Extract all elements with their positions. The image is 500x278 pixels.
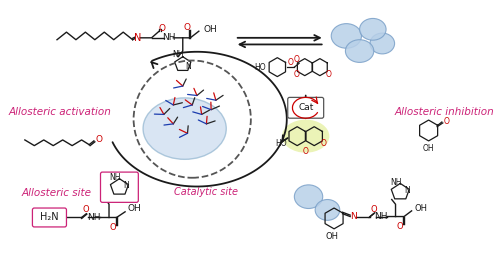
Text: N: N <box>134 33 141 43</box>
Text: N: N <box>350 212 358 221</box>
Text: N: N <box>404 185 410 195</box>
Text: HO: HO <box>254 63 266 72</box>
Text: HO: HO <box>275 139 287 148</box>
Text: O: O <box>96 135 103 143</box>
Ellipse shape <box>143 98 226 159</box>
Ellipse shape <box>315 200 340 220</box>
Ellipse shape <box>360 18 386 40</box>
Text: N: N <box>123 181 129 190</box>
Text: O: O <box>183 23 190 32</box>
Text: NH: NH <box>109 173 120 182</box>
Ellipse shape <box>282 120 330 153</box>
Text: Catalytic site: Catalytic site <box>174 187 238 197</box>
FancyBboxPatch shape <box>100 172 138 202</box>
Text: OH: OH <box>326 232 338 241</box>
Text: O: O <box>326 70 332 79</box>
Text: O: O <box>288 58 294 67</box>
Ellipse shape <box>370 33 394 54</box>
Text: NH: NH <box>390 178 402 187</box>
Text: Allosteric activation: Allosteric activation <box>8 106 112 116</box>
Text: O: O <box>397 222 404 232</box>
Text: OH: OH <box>204 25 218 34</box>
Text: H₂N: H₂N <box>40 212 59 222</box>
FancyBboxPatch shape <box>32 208 66 227</box>
Text: O: O <box>158 24 166 33</box>
Text: O: O <box>370 205 377 214</box>
Text: OH: OH <box>128 205 141 214</box>
Text: O: O <box>444 116 450 126</box>
Text: O: O <box>294 55 299 64</box>
Text: OH: OH <box>423 144 434 153</box>
Ellipse shape <box>346 40 374 62</box>
Text: O: O <box>110 224 116 232</box>
Ellipse shape <box>294 185 322 208</box>
Ellipse shape <box>331 24 362 48</box>
Text: Cat: Cat <box>298 103 314 112</box>
Text: OH: OH <box>414 203 428 212</box>
Text: NH: NH <box>374 212 388 221</box>
Text: O: O <box>303 147 308 156</box>
Text: NH: NH <box>87 213 101 222</box>
Text: NH: NH <box>172 50 184 59</box>
Text: O: O <box>320 139 326 148</box>
Text: Allosteric site: Allosteric site <box>22 188 92 198</box>
Text: Allosteric inhibition: Allosteric inhibition <box>395 106 494 116</box>
Text: N: N <box>186 62 192 71</box>
FancyBboxPatch shape <box>288 97 324 118</box>
Text: O: O <box>82 205 88 214</box>
Text: NH: NH <box>162 33 175 42</box>
Text: O: O <box>294 70 299 79</box>
